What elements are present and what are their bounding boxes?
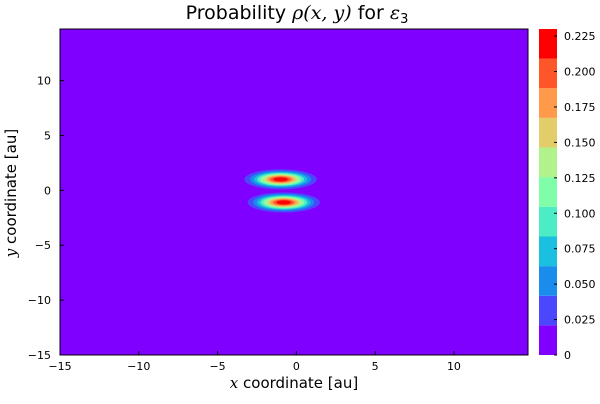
- colorbar-band-0: [539, 325, 557, 355]
- colorbar-ticks: 0 0.025 0.050 0.075 0.100 0.125 0.150 0.175 0.20…: [554, 30, 596, 362]
- y-axis-label-math: y: [2, 248, 20, 258]
- x-tick-label: 5: [372, 360, 379, 373]
- title-math-symbol: ε: [390, 2, 400, 24]
- y-axis-ticks: −15 −10 −5 0 5 10: [28, 75, 64, 362]
- plot-area: [59, 28, 529, 356]
- colorbar-band-6: [539, 147, 557, 178]
- chart-title: Probability ρ(x, y) for ε3: [186, 2, 409, 27]
- y-tick-label: −5: [35, 239, 51, 252]
- colorbar-tick-label: 0.125: [564, 172, 596, 185]
- colorbar-band-5: [539, 177, 557, 207]
- y-axis-label: y coordinate [au]: [2, 129, 20, 258]
- colorbar-band-7: [539, 117, 557, 148]
- title-math: ρ(x, y): [291, 2, 352, 24]
- colorbar-tick-label: 0.050: [564, 278, 596, 291]
- colorbar-band-8: [539, 88, 557, 118]
- x-axis-label-math: x: [230, 374, 239, 392]
- x-axis-ticks: −15 −10 −5 0 5 10: [48, 351, 461, 373]
- colorbar: [539, 29, 557, 355]
- colorbar-band-10: [539, 29, 557, 59]
- contour-lobe-2: [247, 192, 320, 213]
- colorbar-tick-label: 0.025: [564, 314, 596, 327]
- y-tick-label: 10: [37, 75, 51, 88]
- x-axis-label-text: coordinate [au]: [238, 374, 358, 392]
- y-tick-label: 0: [44, 184, 51, 197]
- x-tick-label: −10: [127, 360, 150, 373]
- x-tick-label: −15: [48, 360, 71, 373]
- y-tick-label: −10: [28, 294, 51, 307]
- colorbar-band-3: [539, 236, 557, 267]
- title-math-subscript: 3: [400, 12, 408, 27]
- x-tick-label: 0: [293, 360, 300, 373]
- title-middle: for: [352, 2, 390, 24]
- x-axis-label: x coordinate [au]: [230, 374, 358, 392]
- colorbar-tick-label: 0.100: [564, 207, 596, 220]
- colorbar-band-4: [539, 206, 557, 237]
- plot-frame: [59, 28, 529, 356]
- colorbar-tick-label: 0.200: [564, 66, 596, 79]
- colorbar-band-9: [539, 58, 557, 89]
- contour-level-10: [273, 177, 288, 182]
- x-tick-label: −5: [209, 360, 225, 373]
- colorbar-band-1: [539, 295, 557, 326]
- x-tick-label: 10: [447, 360, 461, 373]
- colorbar-tick-label: 0: [564, 349, 571, 362]
- contour-level-10: [276, 200, 291, 205]
- plot-background: [60, 29, 528, 355]
- contour-lobe-1: [244, 169, 317, 190]
- colorbar-band-2: [539, 266, 557, 296]
- y-axis-label-text: coordinate [au]: [2, 129, 20, 249]
- colorbar-tick-label: 0.150: [564, 136, 596, 149]
- y-tick-label: 5: [44, 129, 51, 142]
- y-tick-label: −15: [28, 349, 51, 362]
- title-prefix: Probability: [186, 2, 292, 24]
- colorbar-tick-label: 0.225: [564, 30, 596, 43]
- colorbar-tick-label: 0.075: [564, 243, 596, 256]
- colorbar-tick-label: 0.175: [564, 101, 596, 114]
